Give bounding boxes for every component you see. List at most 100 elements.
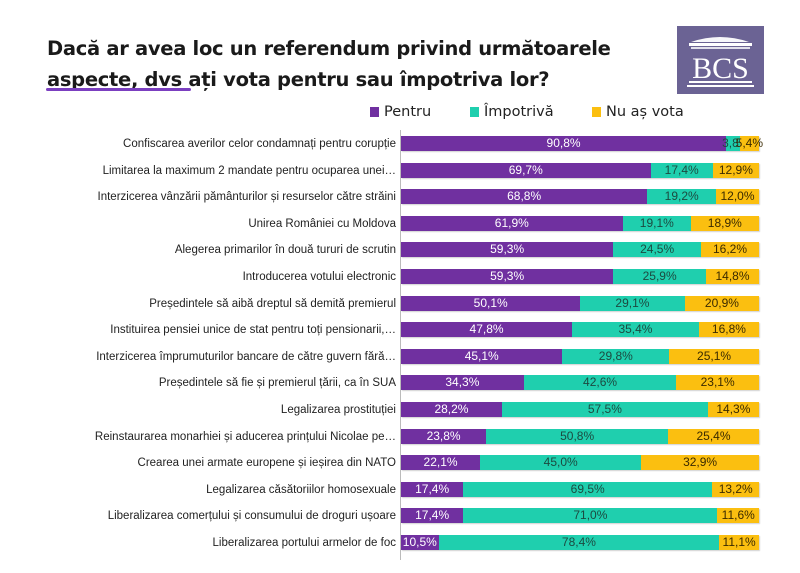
category-label: Introducerea votului electronic (242, 271, 396, 283)
data-label-pentru: 59,3% (490, 269, 525, 283)
bar-segment-pentru (401, 535, 439, 550)
data-label-pentru: 68,8% (507, 189, 542, 204)
legend-swatch-nu-as-vota (592, 107, 601, 117)
data-label-nu-as-vota: 11,6% (721, 508, 755, 523)
bar-segment-pentru (401, 481, 464, 497)
category-axis-line (400, 130, 401, 560)
data-label-impotriva: 17,4% (664, 162, 699, 177)
bcs-logo: BCS (677, 26, 764, 94)
data-label-pentru: 34,3% (445, 375, 480, 390)
data-label-nu-as-vota: 14,8% (715, 269, 750, 283)
bar-segment-impotriva (613, 269, 706, 284)
bar-segment-pentru (401, 375, 524, 391)
bar-segment-nu-as-vota (669, 348, 759, 364)
data-label-nu-as-vota: 12,0% (720, 189, 755, 204)
data-label-pentru: 23,8% (426, 428, 461, 443)
data-label-pentru: 17,4% (415, 508, 450, 523)
data-label-nu-as-vota: 16,2% (712, 242, 747, 257)
category-label: Președintele să fie și premierul țării, … (158, 377, 396, 390)
data-label-impotriva: 78,4% (561, 535, 596, 549)
bar-segment-nu-as-vota (701, 242, 759, 258)
logo-text: BCS (692, 52, 749, 85)
bar-segment-nu-as-vota (676, 375, 759, 391)
bar-segment-pentru (401, 162, 651, 178)
bar-segment-pentru (401, 348, 563, 364)
category-label: Liberalizarea comerțului și consumului d… (107, 510, 396, 523)
bar-segment-impotriva (580, 295, 685, 311)
bar-segment-nu-as-vota (668, 428, 759, 444)
data-label-nu-as-vota: 14,3% (716, 402, 751, 416)
bar-segment-nu-as-vota (717, 508, 759, 524)
data-label-impotriva: 29,1% (615, 295, 650, 310)
legend-item-pentru: Pentru (370, 104, 431, 120)
bar-segment-pentru (401, 242, 614, 258)
data-label-pentru: 90,8% (546, 136, 581, 150)
bar-segment-nu-as-vota (698, 322, 759, 338)
category-label: Limitarea la maximum 2 mandate pentru oc… (102, 164, 396, 177)
data-label-impotriva: 71,0% (573, 508, 608, 523)
bar-segment-nu-as-vota (690, 215, 759, 231)
chart-title-line-1: Dacă ar avea loc un referendum privind u… (47, 37, 611, 60)
bar-segment-pentru (401, 269, 614, 284)
category-label: Reinstaurarea monarhiei și aducerea prin… (94, 430, 396, 443)
bar-segment-impotriva (562, 348, 670, 364)
bar-segment-nu-as-vota (712, 481, 760, 497)
bar-segment-impotriva (622, 215, 691, 231)
data-label-impotriva: 25,9% (642, 269, 677, 283)
category-label: Confiscarea averilor celor condamnați pe… (123, 138, 396, 150)
bar-segment-impotriva (726, 136, 740, 151)
data-label-pentru: 45,1% (464, 348, 499, 363)
data-label-pentru: 22,1% (423, 455, 458, 470)
data-label-pentru: 50,1% (473, 295, 508, 310)
bar-segment-nu-as-vota (739, 136, 759, 151)
data-label-nu-as-vota: 23,1% (700, 375, 735, 390)
bar-segment-pentru (401, 189, 648, 205)
data-label-nu-as-vota: 12,9% (718, 162, 753, 177)
bar-segment-impotriva (480, 455, 642, 471)
bar-segment-nu-as-vota (707, 402, 759, 417)
bar-segment-nu-as-vota (712, 162, 759, 178)
bar-segment-pentru (401, 215, 623, 231)
bar-segment-pentru (401, 295, 581, 311)
bcs-building-logo-icon: BCS (687, 37, 754, 87)
data-label-impotriva: 29,8% (598, 348, 633, 363)
bar-segment-impotriva (463, 508, 718, 524)
legend-label-nu-as-vota: Nu aș vota (606, 104, 684, 120)
category-label: Liberalizarea portului armelor de foc (212, 537, 396, 549)
legend-swatch-impotriva (470, 107, 479, 117)
data-label-impotriva: 19,2% (664, 189, 699, 204)
bar-segment-nu-as-vota (719, 535, 759, 550)
legend-item-nu-as-vota: Nu aș vota (592, 104, 684, 120)
category-label: Interzicerea vânzării pământurilor și re… (97, 191, 396, 204)
data-label-nu-as-vota: 5,4% (735, 136, 764, 150)
legend-label-impotriva: Împotrivă (484, 104, 554, 120)
bar-segment-impotriva (501, 402, 708, 417)
data-label-pentru: 61,9% (494, 215, 529, 230)
legend-item-impotriva: Împotrivă (470, 104, 554, 120)
data-label-impotriva: 19,1% (639, 215, 674, 230)
category-label: Interzicerea împrumuturilor bancare de c… (96, 350, 396, 363)
bar-segment-impotriva (523, 375, 677, 391)
bar-segment-nu-as-vota (641, 455, 759, 471)
category-label: Legalizarea căsătoriilor homosexuale (206, 483, 396, 496)
bar-segment-nu-as-vota (684, 295, 760, 311)
bar-segment-pentru (401, 402, 502, 417)
bar-segment-impotriva (438, 535, 720, 550)
data-label-impotriva: 50,8% (560, 428, 595, 443)
title-underline-accent (46, 88, 191, 91)
data-label-nu-as-vota: 25,4% (696, 428, 731, 443)
data-label-nu-as-vota: 16,8% (711, 322, 746, 337)
data-label-impotriva: 45,0% (543, 455, 578, 470)
data-label-impotriva: 35,4% (618, 322, 653, 337)
bar-segment-pentru (401, 428, 487, 444)
data-label-pentru: 59,3% (490, 242, 525, 257)
data-label-pentru: 17,4% (415, 481, 450, 496)
bar-segment-impotriva (647, 189, 717, 205)
legend-label-pentru: Pentru (384, 104, 432, 120)
data-label-nu-as-vota: 32,9% (683, 455, 718, 470)
data-label-pentru: 10,5% (402, 535, 437, 549)
data-label-nu-as-vota: 11,1% (722, 535, 756, 549)
data-label-pentru: 47,8% (469, 322, 504, 337)
category-label: Alegerea primarilor în două tururi de sc… (174, 244, 396, 257)
bar-segment-impotriva (463, 481, 713, 497)
